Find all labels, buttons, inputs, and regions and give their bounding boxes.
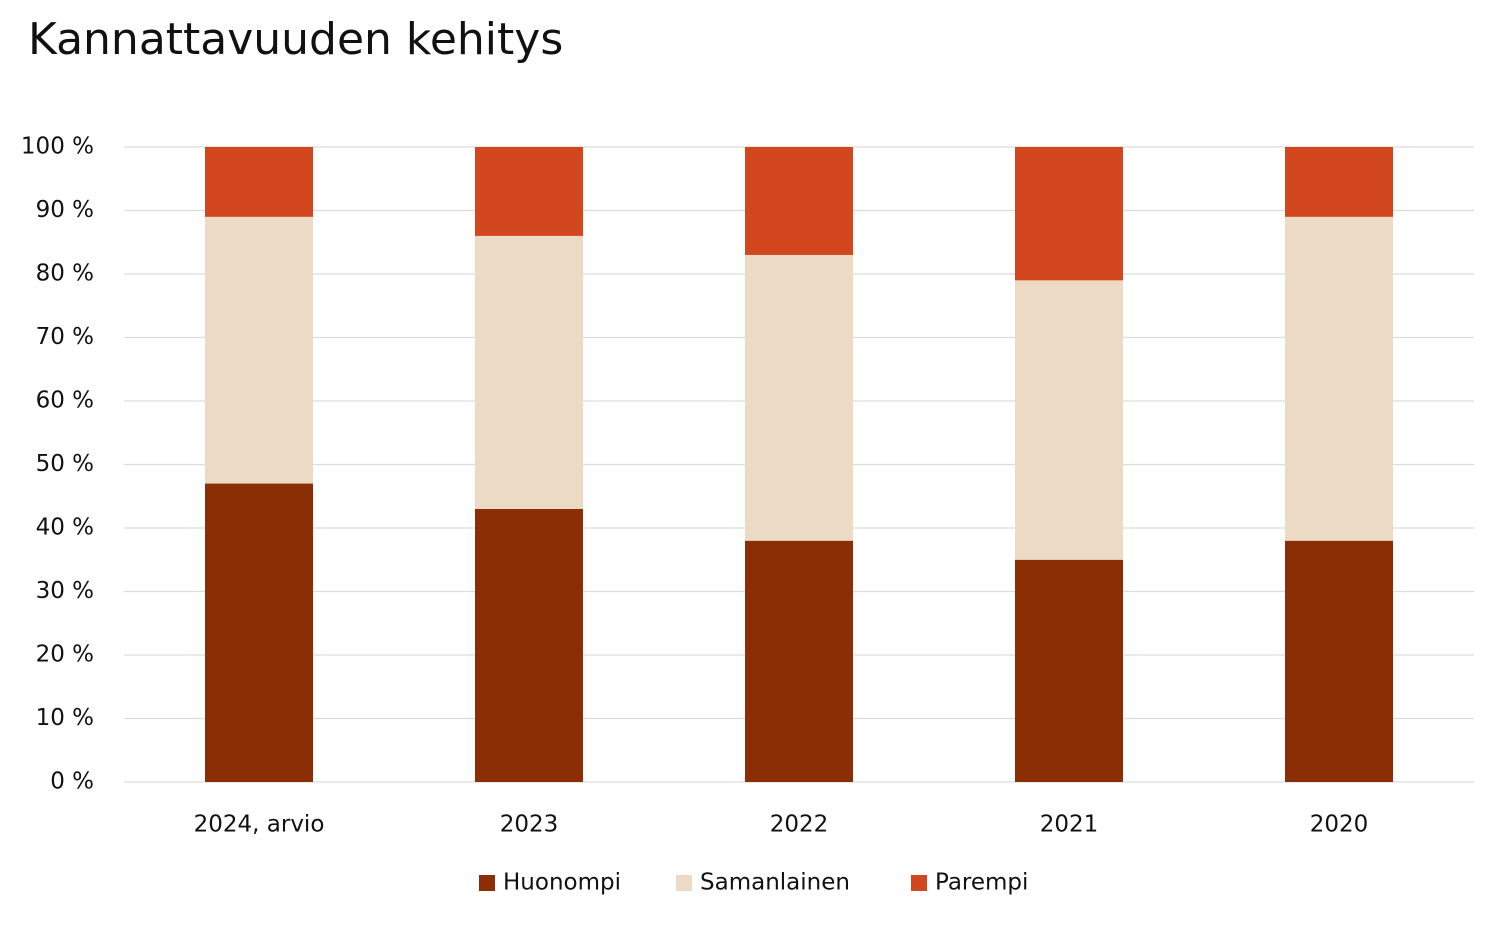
x-tick-label: 2022: [770, 812, 829, 838]
legend-swatch: [911, 875, 927, 891]
legend-label: Samanlainen: [700, 870, 850, 896]
bar-segment: [205, 216, 313, 484]
y-tick-label: 100 %: [21, 134, 94, 160]
x-tick-label: 2020: [1310, 812, 1369, 838]
bar-segment: [745, 147, 853, 255]
bar-segment: [475, 147, 583, 236]
bar-segment: [1015, 559, 1123, 782]
y-tick-label: 50 %: [36, 451, 94, 477]
y-tick-label: 80 %: [36, 261, 94, 287]
bar-segment: [205, 147, 313, 217]
x-tick-label: 2024, arvio: [194, 812, 325, 838]
y-tick-label: 60 %: [36, 388, 94, 414]
y-tick-label: 10 %: [36, 705, 94, 731]
bar-segment: [1015, 280, 1123, 560]
bar-segment: [1285, 216, 1393, 541]
bar-segment: [475, 235, 583, 509]
x-tick-label: 2021: [1040, 812, 1099, 838]
legend-swatch: [676, 875, 692, 891]
y-tick-label: 0 %: [50, 769, 94, 795]
y-tick-label: 70 %: [36, 324, 94, 350]
y-tick-label: 90 %: [36, 197, 94, 223]
bar-segment: [745, 254, 853, 541]
y-tick-label: 40 %: [36, 515, 94, 541]
bar-segment: [205, 483, 313, 782]
bar-segment: [745, 540, 853, 782]
legend-label: Huonompi: [503, 870, 621, 896]
legend-label: Parempi: [935, 870, 1028, 896]
bar-segment: [1015, 147, 1123, 281]
bar-segment: [1285, 540, 1393, 782]
chart-title: Kannattavuuden kehitys: [28, 14, 563, 65]
bar-segment: [1285, 147, 1393, 217]
x-tick-label: 2023: [500, 812, 559, 838]
bar-segment: [475, 508, 583, 782]
y-tick-label: 30 %: [36, 578, 94, 604]
y-tick-label: 20 %: [36, 642, 94, 668]
legend-swatch: [479, 875, 495, 891]
